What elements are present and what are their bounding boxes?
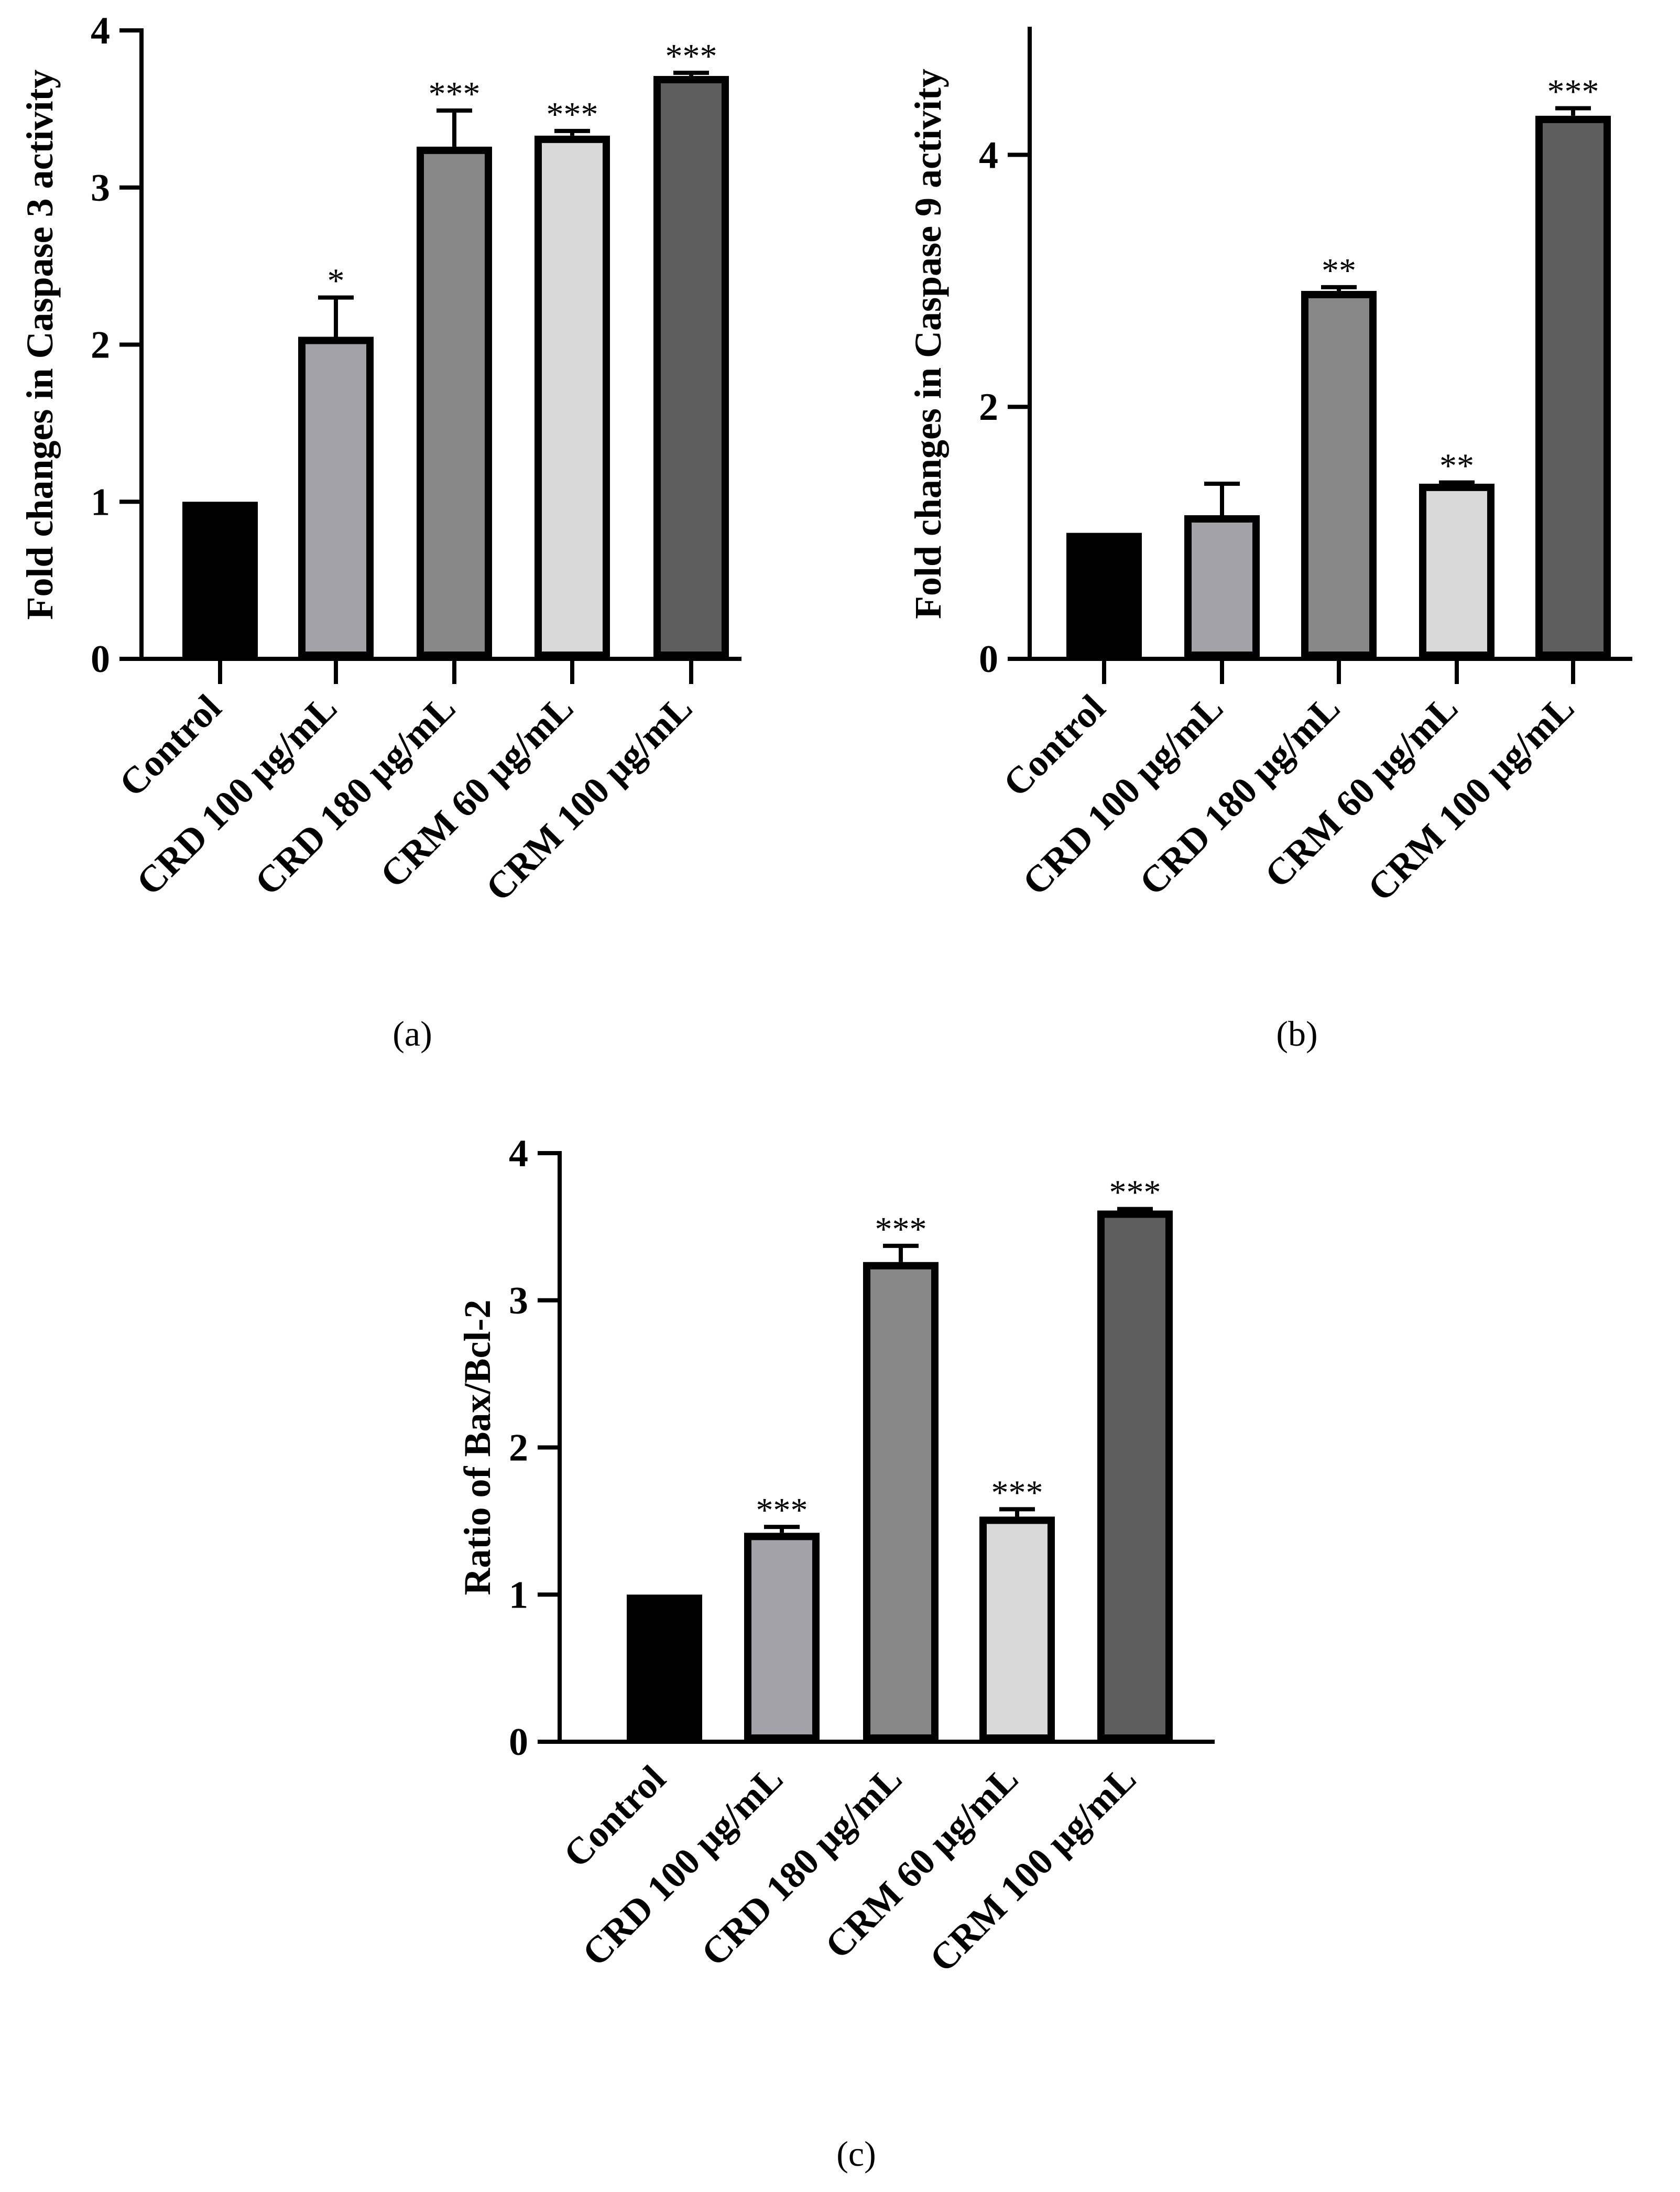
significance-mark: * [328, 262, 345, 300]
bar-4 [534, 135, 610, 659]
significance-mark: *** [666, 37, 717, 75]
y-tick-label: 2 [979, 386, 998, 429]
bar-3 [863, 1262, 939, 1742]
y-tick-label: 1 [509, 1574, 528, 1616]
bar-3 [417, 146, 492, 659]
significance-mark: ** [1439, 447, 1474, 485]
bar-3 [1301, 291, 1377, 659]
category-label: CRD 100 μg/mL [1014, 687, 1231, 904]
bar-5 [1097, 1210, 1173, 1742]
y-tick-label: 2 [91, 324, 110, 367]
y-tick-label: 0 [509, 1721, 528, 1764]
significance-mark: *** [1547, 72, 1599, 111]
y-tick-label: 1 [91, 481, 110, 524]
bar-5 [653, 75, 729, 659]
panel-c: Control *** CRD 100 μg/mL *** CRD 180 μg/mL *… [456, 1132, 1215, 2174]
category-label: CRM 100 μg/mL [921, 1757, 1144, 1980]
panel-label: (b) [1276, 1014, 1317, 1054]
category-label: CRD 100 μg/mL [128, 687, 345, 904]
category-label: CRD 180 μg/mL [247, 687, 464, 904]
significance-mark: *** [991, 1473, 1043, 1512]
panel-label: (c) [836, 2134, 876, 2174]
bar-1 [1066, 533, 1142, 659]
category-label: Control [111, 687, 229, 805]
y-tick-label: 4 [91, 9, 110, 52]
bar-2 [1184, 515, 1260, 659]
bar-1 [627, 1594, 702, 1742]
category-label: CRM 100 μg/mL [1359, 687, 1582, 909]
significance-mark: *** [875, 1210, 927, 1249]
significance-mark: *** [547, 95, 598, 134]
y-tick-label: 3 [91, 167, 110, 210]
category-label: CRM 100 μg/mL [477, 687, 700, 909]
significance-mark: *** [1109, 1174, 1161, 1212]
category-label: CRD 100 μg/mL [574, 1757, 791, 1974]
y-tick-label: 3 [509, 1279, 528, 1322]
bar-1 [182, 502, 258, 659]
y-tick-label: 0 [979, 638, 998, 681]
bar-2 [744, 1533, 820, 1742]
y-axis-label: Fold changes in Caspase 9 activity [907, 69, 949, 619]
category-label: CRD 180 μg/mL [693, 1757, 910, 1974]
panel-a: Control * CRD 100 μg/mL *** CRD 180 μg/mL ***… [19, 9, 741, 1054]
category-label: Control [555, 1757, 673, 1875]
significance-mark: *** [756, 1491, 808, 1529]
y-tick-label: 4 [979, 134, 998, 177]
y-axis-label: Fold changes in Caspase 3 activity [19, 69, 61, 620]
category-label: Control [995, 687, 1113, 805]
bar-2 [298, 337, 374, 659]
category-label: CRD 180 μg/mL [1131, 687, 1348, 904]
y-tick-label: 0 [91, 638, 110, 681]
bar-4 [979, 1516, 1055, 1742]
y-tick-label: 2 [509, 1427, 528, 1470]
y-tick-label: 4 [509, 1132, 528, 1175]
bar-5 [1535, 115, 1611, 659]
significance-mark: ** [1322, 252, 1356, 290]
y-axis-label: Ratio of Bax/Bcl-2 [456, 1300, 498, 1596]
bar-4 [1419, 483, 1494, 659]
significance-mark: *** [429, 75, 481, 113]
panel-label: (a) [392, 1014, 432, 1054]
